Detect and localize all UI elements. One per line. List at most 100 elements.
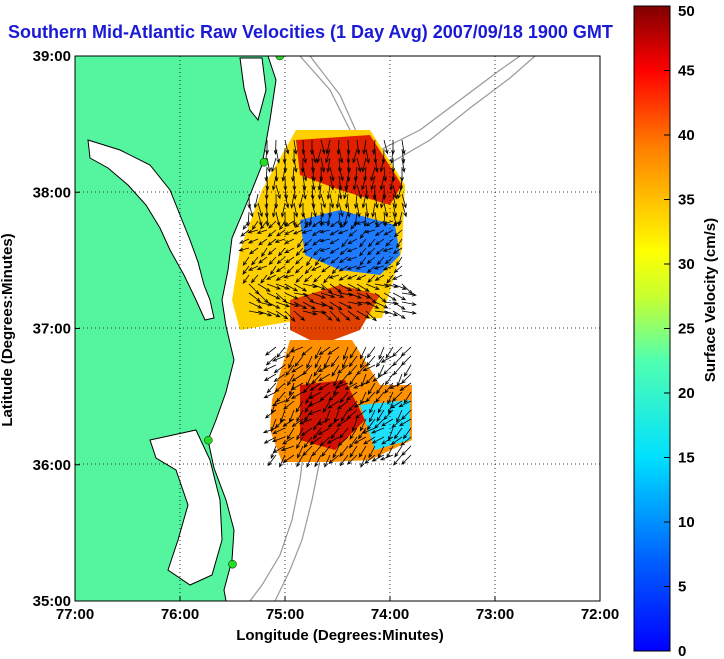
velocity-arrow (280, 445, 295, 452)
velocity-arrow (284, 283, 299, 292)
velocity-arrow (261, 247, 268, 258)
velocity-arrow (248, 292, 261, 303)
velocity-arrow (359, 247, 367, 257)
velocity-arrow (251, 220, 259, 231)
velocity-arrow (280, 409, 286, 424)
velocity-arrow (258, 238, 268, 246)
velocity-arrow (376, 382, 385, 395)
velocity-arrow (251, 256, 259, 266)
velocity-arrow (268, 220, 277, 229)
velocity-arrow (329, 247, 340, 254)
velocity-arrow (289, 346, 304, 353)
velocity-arrow (367, 274, 376, 283)
velocity-arrow (361, 157, 367, 173)
velocity-arrow (309, 436, 322, 445)
velocity-arrow (355, 409, 367, 419)
velocity-arrow (321, 445, 331, 457)
velocity-arrow (257, 310, 273, 317)
velocity-arrow (342, 346, 349, 361)
colorbar-tick-label: 30 (678, 256, 695, 273)
colorbar-tick-label: 10 (678, 514, 695, 531)
velocity-arrow (291, 364, 304, 373)
x-tick-label: 74:00 (371, 606, 409, 623)
velocity-arrow (302, 310, 318, 316)
velocity-arrow (274, 418, 286, 429)
velocity-arrow (366, 346, 376, 359)
velocity-arrow (311, 220, 322, 228)
velocity-arrow (362, 427, 376, 434)
velocity-arrow (295, 256, 304, 265)
velocity-arrow (362, 139, 367, 155)
velocity-arrow (265, 175, 270, 192)
velocity-arrow (271, 400, 286, 407)
velocity-region-south-fast (300, 380, 365, 450)
velocity-arrow (293, 139, 298, 155)
velocity-arrow (361, 175, 367, 191)
velocity-arrow (292, 229, 304, 235)
velocity-arrow (359, 238, 367, 248)
velocity-arrow (346, 202, 351, 218)
velocity-arrow (311, 175, 316, 191)
velocity-arrow (297, 445, 304, 459)
velocity-arrow (311, 373, 322, 385)
colorbar-tick-label: 0 (678, 643, 686, 659)
velocity-arrow (302, 166, 308, 182)
velocity-arrow (403, 364, 412, 378)
velocity-arrow (298, 193, 304, 209)
velocity-arrow (329, 220, 340, 228)
velocity-arrow (375, 220, 385, 228)
velocity-arrow (381, 436, 394, 445)
velocity-arrow (390, 436, 403, 446)
velocity-arrow (304, 409, 313, 422)
velocity-arrow (346, 409, 358, 420)
velocity-arrow (326, 211, 331, 227)
colorbar-label: Surface Velocity (cm/s) (702, 218, 719, 382)
velocity-arrow (396, 256, 403, 267)
velocity-arrow (399, 382, 412, 392)
y-tick-label: 37:00 (33, 321, 71, 338)
velocity-arrow (365, 148, 370, 164)
velocity-arrow (265, 211, 270, 228)
velocity-arrow (284, 139, 290, 155)
velocity-arrow (302, 184, 307, 200)
velocity-arrow (306, 256, 313, 267)
velocity-arrow (371, 454, 385, 462)
velocity-arrow (326, 184, 331, 200)
velocity-arrow (279, 220, 286, 231)
velocity-arrow (370, 427, 385, 434)
y-tick-label: 39:00 (33, 48, 71, 65)
velocity-arrow (242, 256, 250, 267)
velocity-arrow (250, 274, 259, 284)
velocity-arrow (364, 229, 376, 234)
velocity-arrow (342, 355, 349, 369)
velocity-arrow (294, 355, 304, 368)
velocity-arrow (338, 283, 353, 292)
velocity-arrow (346, 139, 351, 156)
velocity-arrow (379, 157, 385, 173)
velocity-arrow (341, 238, 349, 248)
velocity-arrow (330, 355, 340, 368)
velocity-arrow (314, 355, 322, 369)
velocity-arrow (369, 400, 376, 414)
velocity-arrow (346, 247, 358, 253)
velocity-arrow (275, 391, 286, 403)
velocity-arrow (338, 301, 353, 309)
velocity-arrow (282, 436, 295, 445)
velocity-arrow (317, 427, 331, 435)
velocity-arrow (323, 274, 331, 284)
velocity-arrow (375, 391, 385, 403)
site-hatteras-south (228, 559, 237, 569)
velocity-arrow (249, 247, 259, 255)
velocity-arrow (335, 193, 340, 209)
bathymetry-contour-1 (299, 56, 521, 151)
velocity-arrow (319, 220, 331, 225)
velocity-arrow (337, 436, 349, 447)
velocity-arrow (387, 391, 394, 405)
velocity-arrow (368, 409, 376, 423)
velocity-arrow (373, 265, 385, 270)
velocity-arrow (275, 265, 286, 273)
velocity-arrow (324, 454, 331, 468)
velocity-arrow (392, 364, 403, 376)
velocity-arrow (270, 445, 277, 460)
velocity-arrow (317, 364, 331, 373)
